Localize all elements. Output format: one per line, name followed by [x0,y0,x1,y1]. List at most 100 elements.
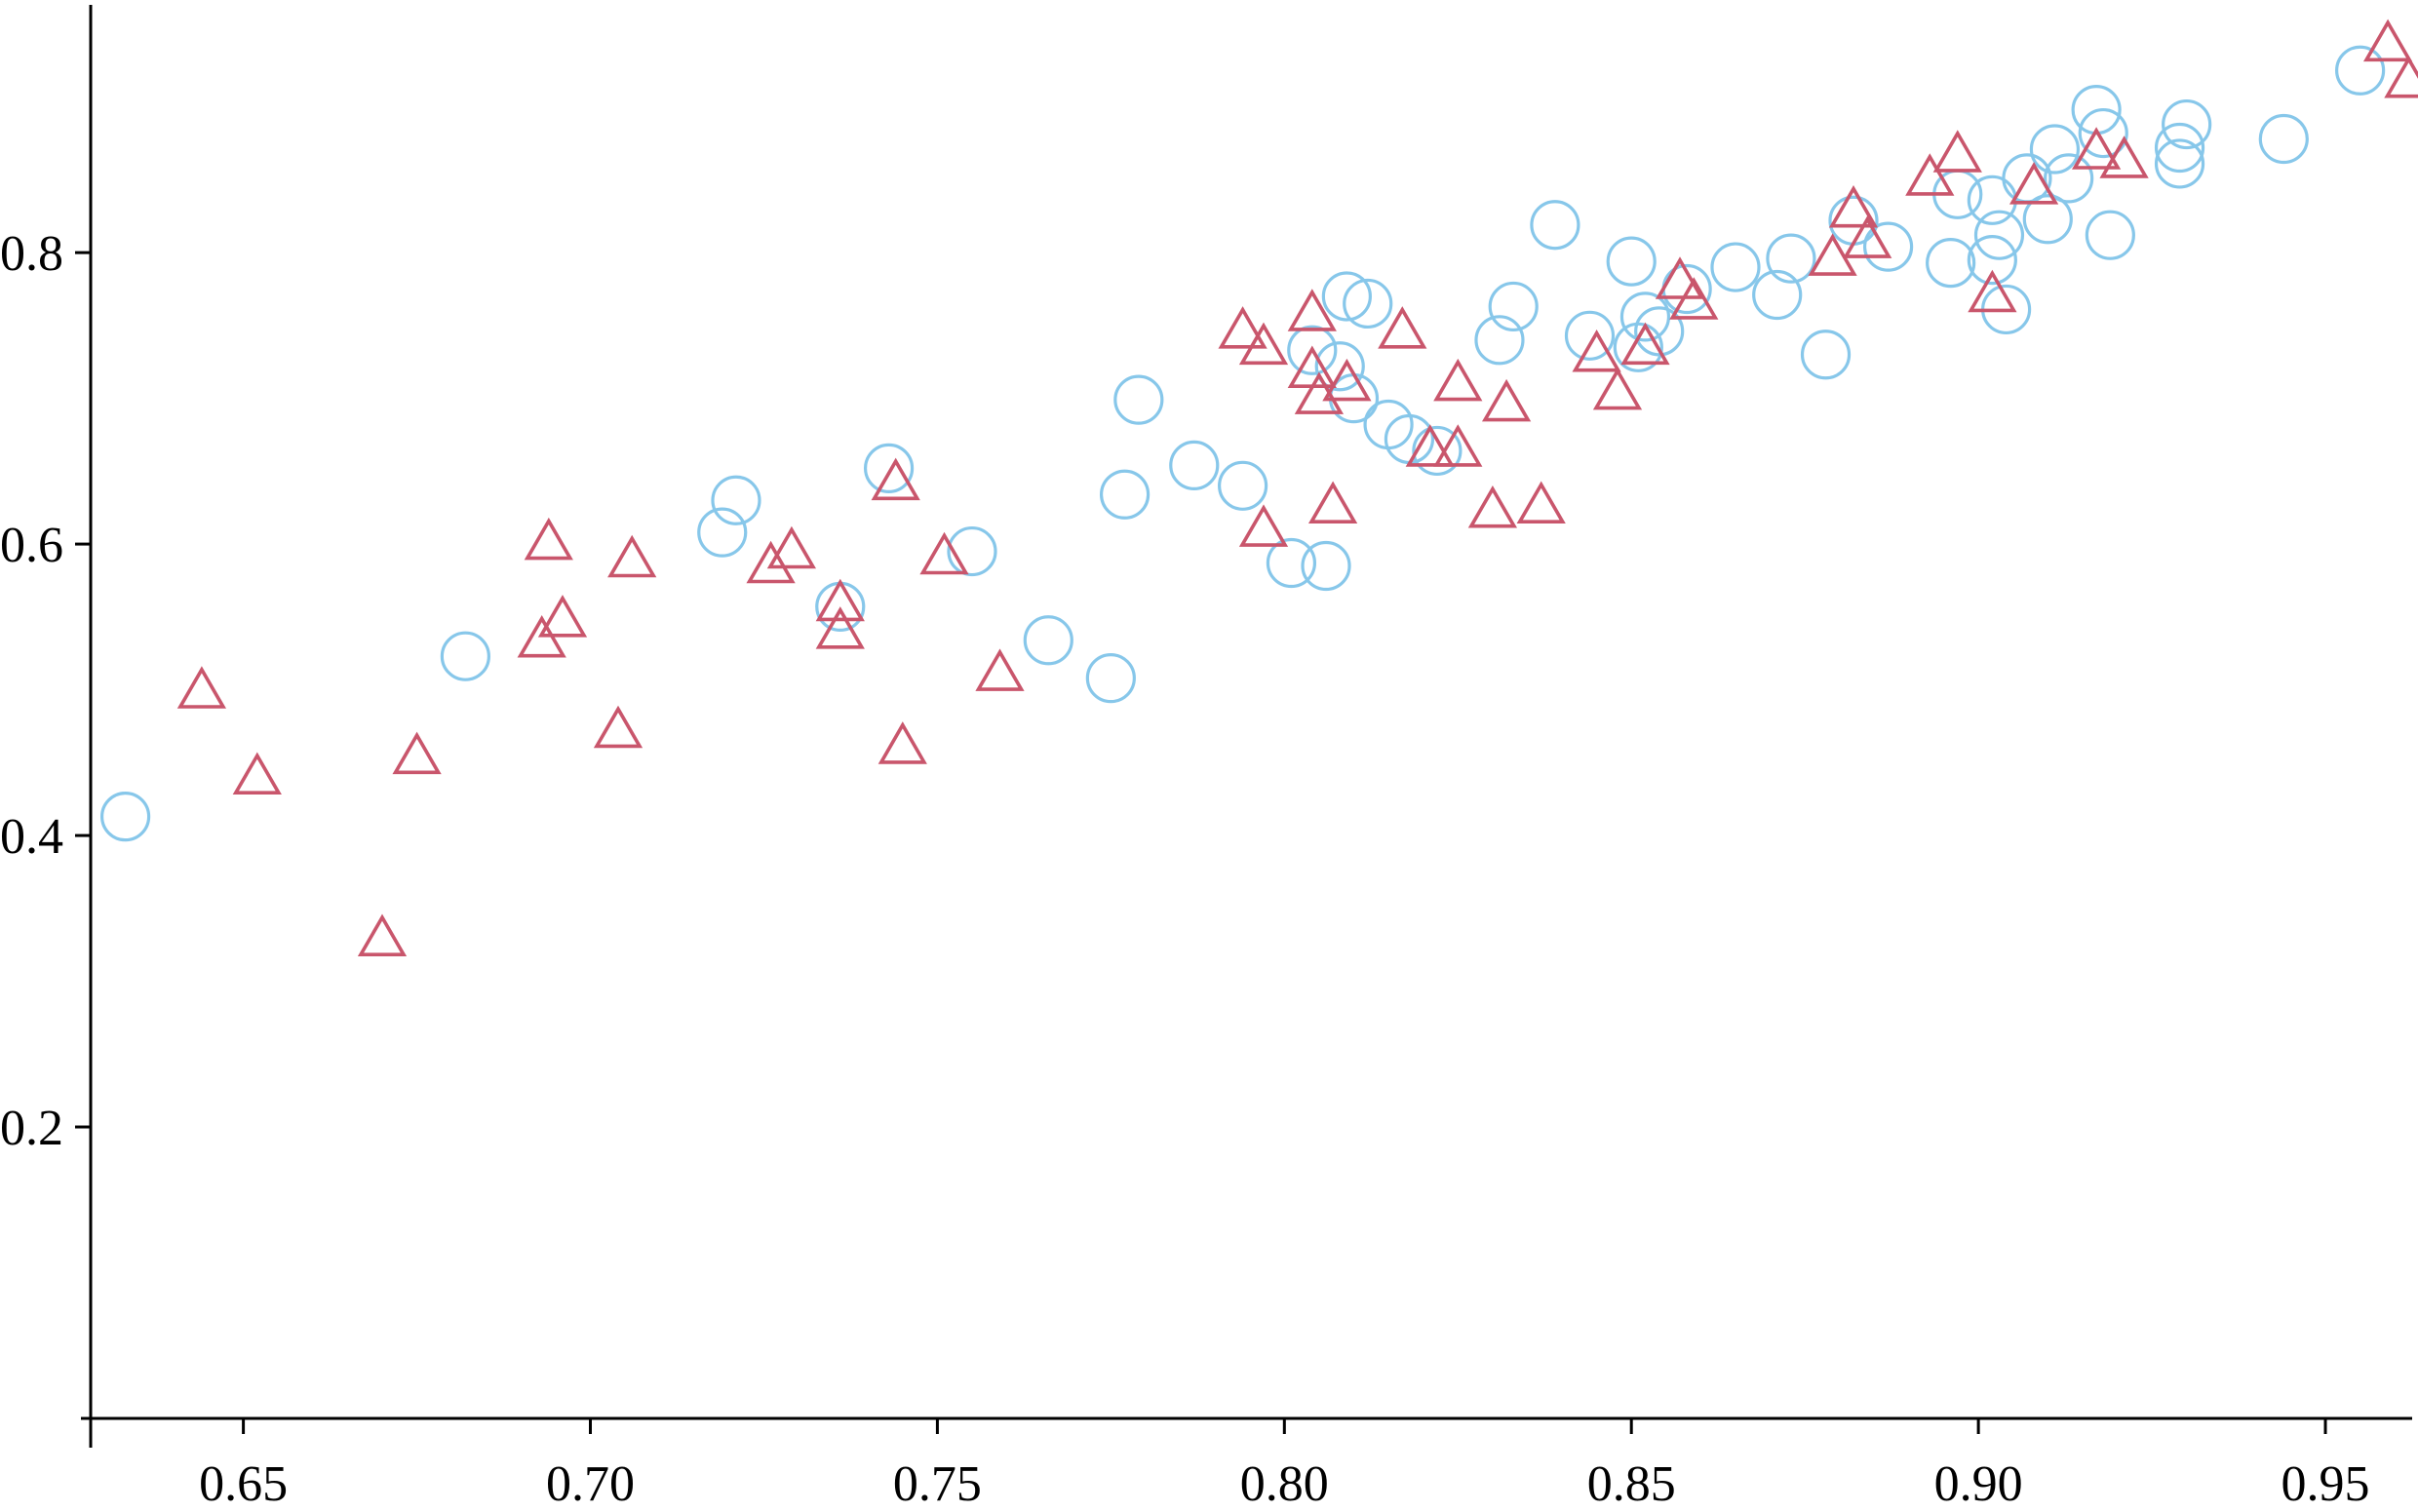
circle-point [1752,269,1803,321]
circle-point [1301,540,1351,592]
triangle-point [1238,504,1289,547]
triangle-point [766,525,817,569]
circle-point [1412,425,1462,477]
circle-point [1287,325,1338,375]
circle-point [1973,210,2025,260]
x-tick-label: 0.75 [893,1456,982,1512]
triangle-point [1592,367,1643,410]
triangle-point [2099,136,2149,178]
triangle-point [1307,481,1358,524]
circle-point [1926,237,1976,289]
series-circle [99,45,2386,842]
circle-point [2085,210,2135,260]
x-tick-label: 0.90 [1934,1456,2023,1512]
circle-point [1530,200,1580,251]
series-triangle [176,19,2418,957]
circle-point [1343,278,1393,330]
triangle-point [1808,233,1857,276]
circle-point [1606,236,1657,287]
triangle-point [1405,424,1455,467]
triangle-point [1932,130,1982,173]
circle-point [1967,174,2017,225]
triangle-point [1433,424,1483,467]
triangle-point [392,731,442,775]
plot-area [99,19,2418,957]
circle-point [1218,460,1268,511]
circle-point [1169,440,1220,490]
triangle-point [176,666,227,709]
circle-point [1384,413,1435,465]
triangle-point [1968,269,2017,313]
circle-point [1488,281,1539,332]
circle-point [1085,653,1136,704]
circle-point [1321,271,1372,322]
x-tick-label: 0.95 [2282,1456,2370,1512]
circle-point [1266,537,1317,589]
circle-point [1314,341,1365,392]
triangle-point [524,517,573,561]
triangle-point [1828,185,1879,228]
circle-point [1619,291,1671,342]
y-tick-label: 0.2 [0,1101,63,1156]
triangle-point [815,578,865,622]
axes [81,5,2412,1448]
triangle-point [815,606,865,649]
x-tick-label: 0.80 [1240,1456,1329,1512]
y-tick-label: 0.6 [0,518,63,573]
circle-point [1474,315,1525,366]
triangle-point [1238,322,1289,366]
y-axis-ticks: 0.2 0.4 0.6 0.8 [0,226,91,1156]
y-tick-label: 0.4 [0,809,63,865]
circle-point [863,443,915,493]
triangle-point [878,721,927,764]
triangle-point [357,913,408,957]
triangle-point [593,705,644,749]
circle-point [2154,138,2205,189]
triangle-point [1655,256,1705,299]
triangle-point [1322,358,1372,402]
circle-point [1766,233,1816,284]
circle-point [440,631,490,681]
circle-point [1800,330,1852,380]
circle-point [2044,153,2094,204]
circle-point [1099,469,1150,520]
circle-point [2029,124,2081,174]
x-tick-label: 0.65 [199,1456,288,1512]
triangle-point [1433,358,1483,402]
circle-point [2078,107,2128,159]
triangle-point [1378,306,1427,349]
triangle-point [871,457,920,501]
circle-point [697,507,748,558]
triangle-point [919,531,969,575]
triangle-point [1905,153,1955,196]
circle-point [1967,234,2017,286]
triangle-point [537,595,588,638]
circle-point [1564,310,1616,361]
x-tick-label: 0.85 [1587,1456,1676,1512]
triangle-point [1467,485,1518,528]
circle-point [1363,399,1414,450]
triangle-point [1481,378,1532,422]
triangle-point [1572,330,1621,372]
triangle-point [746,540,796,584]
x-tick-label: 0.70 [546,1456,635,1512]
triangle-point [2008,162,2059,205]
triangle-point [2071,127,2122,170]
triangle-point [517,615,566,658]
circle-point [2022,194,2073,245]
triangle-point [2362,19,2413,62]
circle-point [1023,615,1073,666]
circle-point [2335,45,2386,96]
circle-point [2258,113,2309,165]
circle-point [1862,221,1914,272]
circle-point [1113,374,1164,425]
circle-point [1634,306,1685,357]
x-axis-ticks: 0.65 0.70 0.75 0.80 0.85 0.90 0.95 [199,1418,2370,1512]
triangle-point [607,534,657,578]
triangle-point [1287,289,1337,331]
circle-point [1710,242,1761,292]
triangle-point [232,752,282,795]
triangle-point [1843,215,1892,258]
circle-point [2162,98,2212,150]
